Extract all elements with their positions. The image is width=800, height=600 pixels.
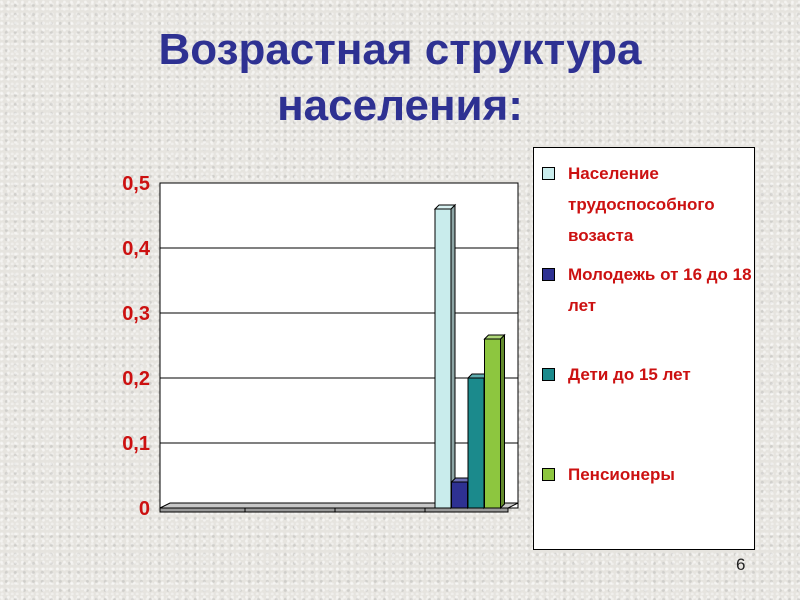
bar-0-side	[450, 203, 456, 510]
slide-number: 6	[736, 555, 746, 574]
plot-area	[159, 182, 519, 509]
y-tick-label: 0,3	[122, 303, 150, 325]
chart-floor-front	[159, 507, 509, 513]
bar-0	[434, 208, 452, 509]
legend-label-youth: Молодежь от 16 до 18 лет	[568, 265, 752, 315]
chart-legend: Население трудоспособного возаста Молоде…	[533, 147, 755, 550]
legend-label-pensioners: Пенсионеры	[568, 465, 675, 484]
y-tick-label: 0,5	[122, 173, 150, 195]
bar-1	[451, 481, 468, 509]
legend-swatch-children	[542, 368, 555, 381]
y-tick-label: 0	[139, 498, 150, 520]
slide-title: Возрастная структура населения:	[0, 22, 800, 134]
bar-2	[467, 377, 485, 509]
legend-label-children: Дети до 15 лет	[568, 365, 691, 384]
bar-3-top	[483, 334, 506, 340]
legend-swatch-pensioners	[542, 468, 555, 481]
y-tick-label: 0,1	[122, 433, 150, 455]
y-tick-label: 0,4	[122, 238, 151, 260]
title-line-1: Возрастная структура	[158, 25, 642, 74]
y-tick-label: 0,2	[122, 368, 150, 390]
legend-swatch-youth	[542, 268, 555, 281]
title-line-2: населения:	[277, 81, 523, 130]
bar-3-side	[500, 333, 505, 510]
legend-swatch-working-age	[542, 167, 555, 180]
bar-0-top	[433, 204, 457, 210]
bar-3	[484, 338, 501, 509]
legend-label-working-age: Население трудоспособного возаста	[568, 164, 715, 245]
